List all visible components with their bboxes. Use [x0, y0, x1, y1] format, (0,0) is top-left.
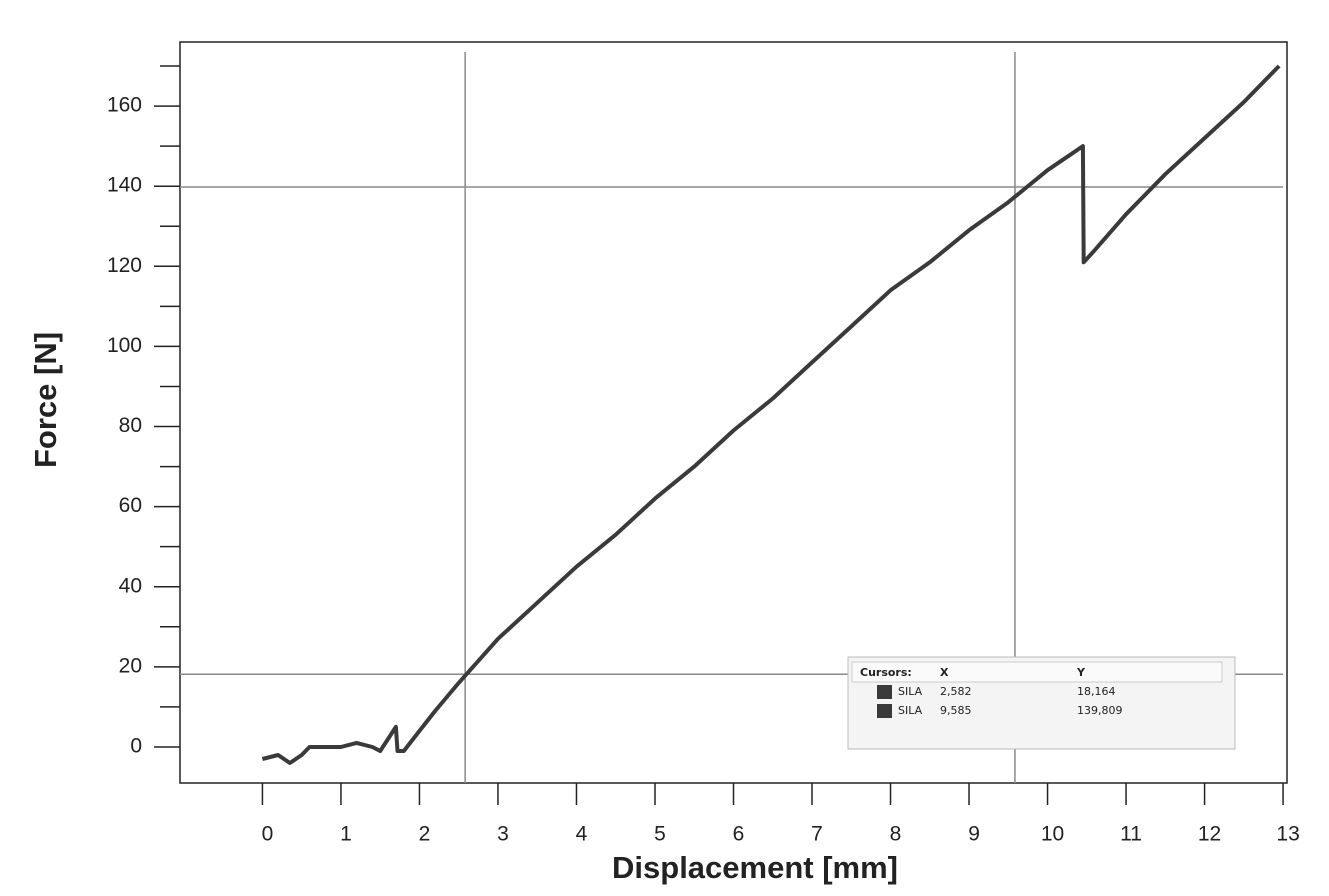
- cursor-name: SILA: [898, 685, 923, 698]
- data-line: [261, 64, 1281, 765]
- y-tick-label: 60: [119, 494, 142, 517]
- cursor-table-header: Cursors:: [860, 666, 912, 679]
- x-tick-label: 1: [340, 823, 352, 846]
- x-tick-label: 5: [654, 823, 666, 846]
- y-tick-label: 0: [130, 734, 142, 757]
- x-tick-label: 2: [419, 823, 431, 846]
- y-tick-label: 100: [107, 334, 142, 357]
- x-tick-label: 12: [1198, 823, 1221, 846]
- cursor-x: 2,582: [940, 685, 972, 698]
- cursor-y: 18,164: [1077, 685, 1116, 698]
- cursor-table: Cursors: X Y SILA 2,582 18,164 SILA 9,585 139,80…: [847, 656, 1236, 750]
- x-tick-label: 0: [262, 823, 274, 846]
- cursor-table-header: X: [940, 666, 949, 679]
- x-tick-label: 6: [733, 823, 745, 846]
- y-axis-title: Force [N]: [28, 332, 63, 468]
- x-tick-label: 4: [576, 823, 588, 846]
- y-tick-label: 80: [119, 414, 142, 437]
- y-tick-label: 160: [107, 94, 142, 117]
- cursor-y: 139,809: [1077, 704, 1123, 717]
- x-axis-title: Displacement [mm]: [612, 850, 898, 885]
- x-tick-label: 7: [811, 823, 823, 846]
- y-tick-label: 140: [107, 174, 142, 197]
- cursor-color: [877, 704, 892, 718]
- x-tick-label: 9: [968, 823, 980, 846]
- cursor-color: [877, 685, 892, 699]
- cursor-x: 9,585: [940, 704, 972, 717]
- y-tick-label: 20: [119, 654, 142, 677]
- x-tick-label: 11: [1120, 823, 1142, 846]
- x-tick-label: 10: [1041, 823, 1064, 846]
- cursor-name: SILA: [898, 704, 923, 717]
- y-tick-label: 40: [119, 574, 142, 597]
- x-tick-label: 8: [890, 823, 902, 846]
- y-tick-label: 120: [107, 254, 142, 277]
- x-tick-label: 3: [497, 823, 509, 846]
- x-tick-label: 13: [1276, 823, 1299, 846]
- cursor-table-header: Y: [1076, 666, 1086, 679]
- cursor-table-header-bg: [851, 661, 1223, 683]
